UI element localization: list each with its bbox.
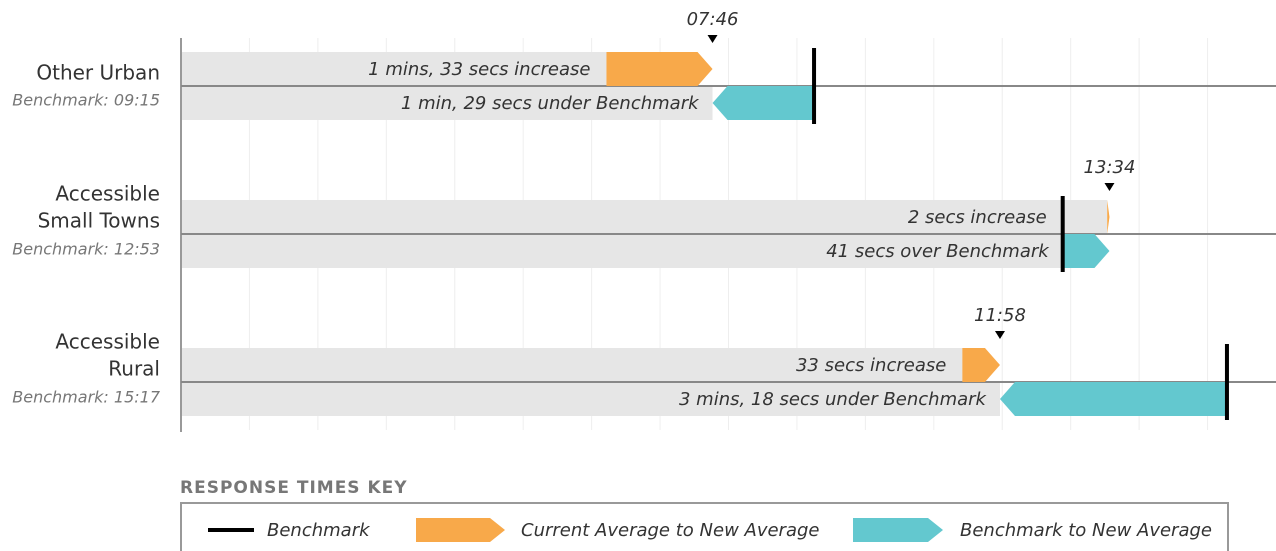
new-average-marker: [994, 331, 1005, 339]
key-increase-swatch: [416, 518, 505, 542]
benchmark-label: Benchmark: 12:53: [12, 240, 160, 259]
group-label: Accessible: [55, 330, 160, 354]
increase-arrow: [606, 52, 713, 86]
difference-label: 3 mins, 18 secs under Benchmark: [679, 389, 988, 410]
new-average-marker: [1104, 183, 1115, 191]
track: [182, 382, 1000, 416]
track: [182, 52, 607, 86]
increase-label: 2 secs increase: [908, 207, 1047, 228]
new-average-label: 11:58: [974, 305, 1026, 326]
difference-arrow: [712, 86, 815, 120]
track: [182, 86, 713, 120]
difference-arrow: [1062, 234, 1110, 268]
key-difference-swatch: [853, 518, 943, 542]
increase-arrow: [1107, 200, 1110, 234]
key-label: Benchmark: [267, 520, 371, 541]
key-title: RESPONSE TIMES KEY: [180, 478, 408, 498]
key-label: Benchmark to New Average: [960, 520, 1212, 541]
key-label: Current Average to New Average: [521, 520, 819, 541]
track: [182, 348, 963, 382]
group-label: Small Towns: [38, 209, 160, 233]
difference-label: 41 secs over Benchmark: [826, 241, 1050, 262]
group-label: Rural: [108, 357, 160, 381]
difference-label: 1 min, 29 secs under Benchmark: [401, 93, 700, 114]
group-label: Accessible: [55, 182, 160, 206]
benchmark-label: Benchmark: 15:17: [12, 388, 161, 407]
track: [182, 200, 1108, 234]
track: [182, 234, 1063, 268]
difference-arrow: [999, 382, 1227, 416]
increase-arrow: [962, 348, 1000, 382]
new-average-label: 13:34: [1084, 157, 1136, 178]
increase-label: 33 secs increase: [796, 355, 946, 376]
increase-label: 1 mins, 33 secs increase: [368, 59, 590, 80]
new-average-marker: [707, 35, 718, 43]
new-average-label: 07:46: [687, 9, 739, 30]
key-box: [180, 502, 1229, 551]
benchmark-label: Benchmark: 09:15: [12, 91, 160, 110]
group-label: Other Urban: [36, 61, 160, 85]
